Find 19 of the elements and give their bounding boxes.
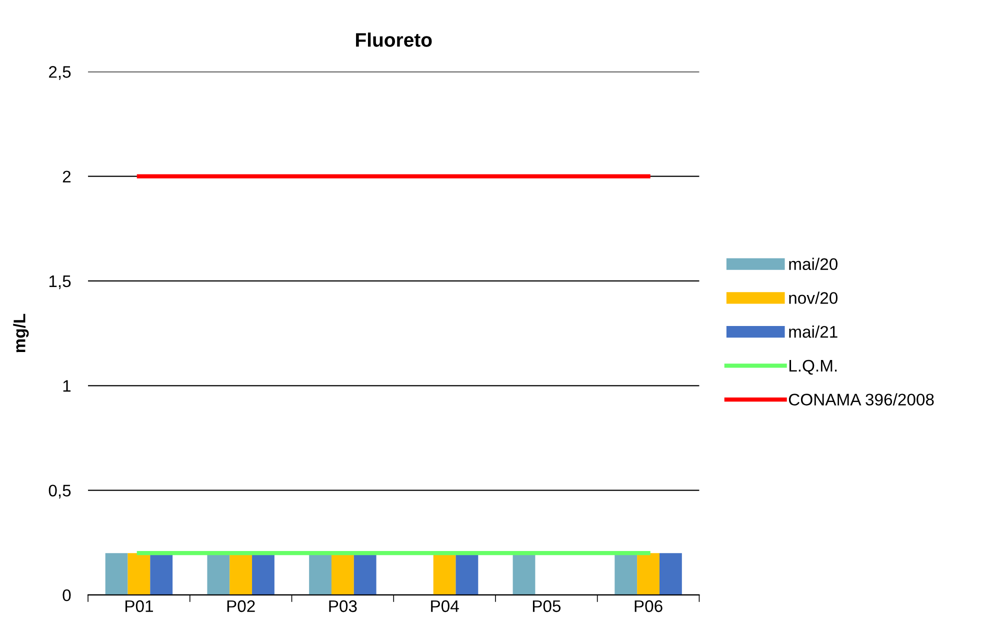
y-tick-label: 2: [62, 170, 71, 182]
x-tick-label: P05: [532, 600, 561, 612]
legend-label: mai/21: [789, 326, 838, 338]
y-tick-label: 2,5: [49, 66, 71, 80]
chart-title: Fluoreto: [356, 32, 432, 47]
x-tick-label: P01: [125, 600, 153, 612]
y-tick-label: 0: [62, 589, 71, 602]
x-tick-label: P02: [227, 600, 255, 612]
x-tick-label: P04: [431, 600, 459, 612]
y-tick-label: 1: [63, 380, 71, 392]
legend-label: nov/20: [789, 292, 838, 304]
y-axis-title: mg/L: [13, 314, 29, 352]
y-tick-label: 1,5: [49, 276, 71, 290]
legend-label: mai/20: [789, 258, 838, 270]
y-tick-label: 0,5: [48, 484, 71, 498]
legend-label: L.Q.M.: [789, 360, 837, 375]
x-tick-label: P03: [329, 600, 357, 612]
legend-label: CONAMA 396/2008: [788, 393, 934, 406]
x-tick-label: P06: [634, 600, 662, 612]
